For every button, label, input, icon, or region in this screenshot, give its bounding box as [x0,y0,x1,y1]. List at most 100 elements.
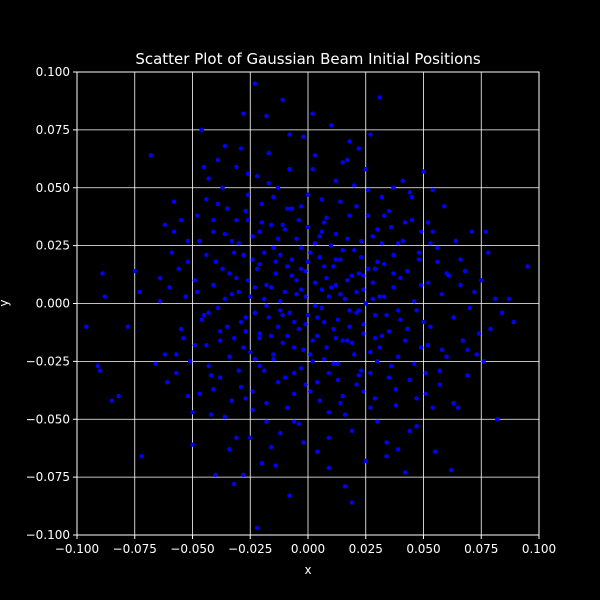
data-point [326,370,331,376]
data-point [328,243,334,248]
data-point [391,271,396,276]
data-point [278,298,283,304]
data-point [97,368,103,373]
data-point [333,282,338,288]
data-point [206,363,211,369]
x-tick-label: 0.075 [464,542,498,556]
data-point [231,481,237,487]
data-point [418,229,424,234]
data-point [321,220,327,225]
data-point [423,391,429,396]
data-point [340,160,345,165]
data-point [238,384,244,390]
data-point [285,405,290,410]
data-point [465,373,470,378]
data-point [287,132,292,137]
data-point [243,208,248,214]
data-point [363,167,368,172]
data-point [393,386,398,392]
data-point [315,380,320,385]
data-point [345,236,350,241]
data-point [421,319,426,325]
data-point [395,241,401,246]
data-point [430,187,435,193]
data-point [349,428,355,434]
data-point [291,391,297,396]
data-point [243,315,248,320]
data-point [116,393,121,399]
data-point [386,375,392,380]
data-point [391,285,396,290]
data-point [305,312,311,318]
data-point [282,227,288,232]
data-point [319,197,325,202]
data-point [361,287,366,292]
data-point [303,382,308,387]
data-point [382,294,387,299]
data-point [352,183,357,188]
data-point [335,377,341,383]
data-point [301,347,306,352]
data-point [352,352,357,357]
data-point [425,220,431,225]
data-point [194,289,200,295]
data-point [296,421,301,427]
data-point [298,204,304,209]
data-point [245,217,251,223]
data-point [324,345,329,350]
data-point [430,229,435,234]
data-point [432,449,438,454]
data-point [229,398,234,403]
data-point [352,248,357,253]
data-point [499,310,505,315]
data-point [391,185,396,190]
data-point [368,405,373,410]
data-point [257,229,262,234]
data-point [190,410,195,415]
x-tick-label: 0.000 [291,542,325,556]
data-point [365,187,371,193]
data-point [326,435,331,440]
data-point [483,229,489,234]
data-point [259,461,264,466]
data-point [414,396,419,401]
data-point [418,345,424,350]
data-point [268,333,274,339]
data-point [261,250,267,255]
data-point [365,266,371,271]
data-point [132,268,137,274]
data-point [328,285,334,290]
data-point [395,308,401,313]
data-point [356,146,362,151]
data-point [384,440,389,445]
data-point [285,333,290,339]
data-point [220,266,225,271]
data-point [241,345,246,350]
data-point [312,153,318,158]
data-point [95,363,100,369]
data-point [201,312,207,318]
data-point [174,352,179,357]
data-point [303,322,308,327]
data-point [435,259,440,265]
data-point [324,215,329,221]
data-point [465,347,470,352]
data-point [326,410,331,415]
data-point [335,361,341,366]
data-point [386,208,392,214]
data-point [418,282,424,288]
data-point [278,308,283,313]
data-point [400,238,405,244]
data-point [308,352,313,357]
data-point [416,250,422,255]
data-point [428,241,433,246]
x-tick-label: −0.100 [55,542,99,556]
data-point [102,294,107,299]
data-point [169,250,174,255]
data-point [370,234,375,239]
data-point [409,217,415,223]
data-point [171,199,177,204]
data-point [372,396,378,401]
data-point [305,259,311,265]
data-point [218,329,223,334]
